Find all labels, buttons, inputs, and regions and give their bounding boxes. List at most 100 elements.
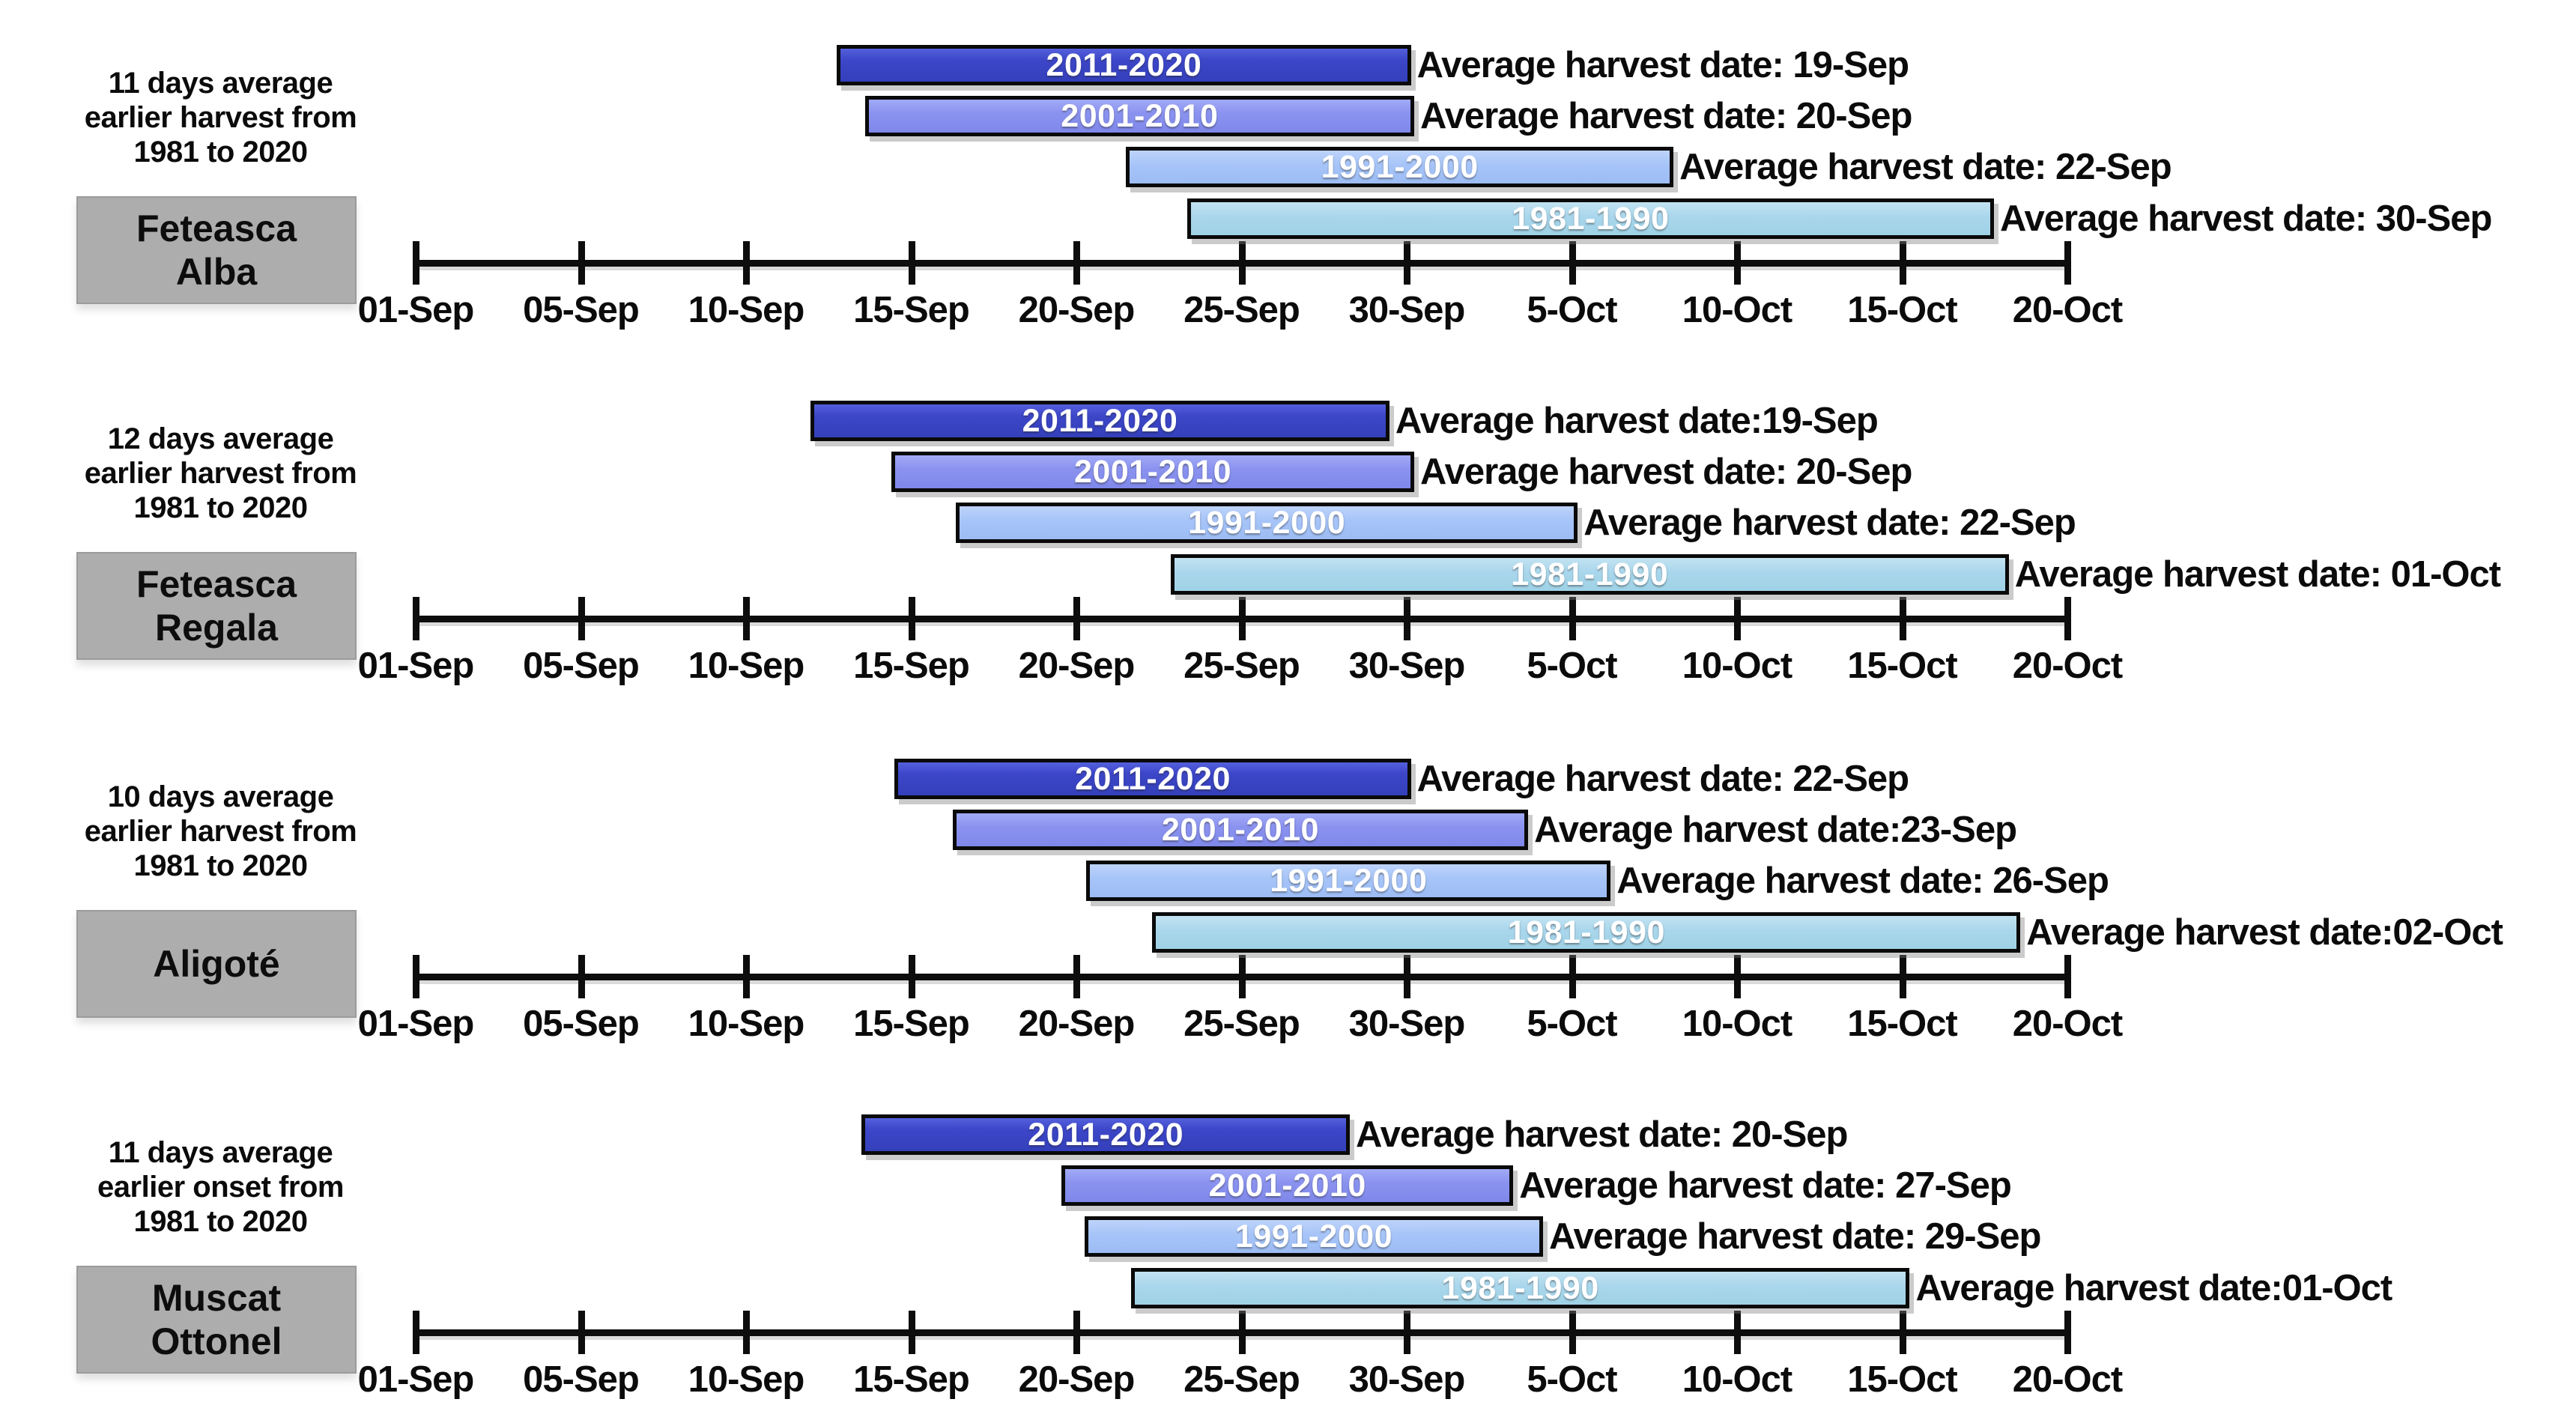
variety-name-line: Alba: [175, 251, 258, 293]
axis-tick-label: 15-Sep: [853, 290, 970, 330]
axis-tick-label: 10-Oct: [1682, 290, 1793, 330]
axis-tick: [1899, 1311, 1906, 1354]
axis-tick-label: 25-Sep: [1184, 1004, 1300, 1044]
decade-bar-1981-1990: 1981-1990: [1187, 198, 1994, 239]
average-harvest-date-label: Average harvest date: 22-Sep: [1416, 759, 1909, 799]
axis-tick: [743, 955, 750, 998]
decade-bar-1981-1990: 1981-1990: [1130, 1268, 1910, 1308]
axis-tick: [743, 1311, 750, 1354]
axis-tick-label: 25-Sep: [1184, 290, 1300, 330]
axis-tick: [1238, 1311, 1246, 1354]
panel-description: 11 days average earlier onset from 1981 …: [31, 1135, 410, 1239]
average-harvest-date-label: Average harvest date: 30-Sep: [1999, 198, 2492, 239]
axis-tick-label: 15-Sep: [853, 1359, 970, 1400]
decade-bar-label: 1981-1990: [1511, 556, 1669, 592]
variety-label-box: Feteasca Alba: [76, 196, 357, 304]
variety-name-line: Regala: [155, 607, 278, 649]
decade-bar-2001-2010: 2001-2010: [952, 810, 1529, 850]
decade-bar-1991-2000: 1991-2000: [1086, 861, 1611, 901]
description-line: earlier harvest from: [84, 457, 357, 490]
axis-tick-label: 10-Oct: [1682, 1004, 1793, 1044]
axis-tick: [1569, 597, 1576, 640]
axis-tick: [1238, 597, 1246, 640]
axis-tick: [1073, 597, 1080, 640]
decade-bar-label: 1991-2000: [1234, 1218, 1393, 1254]
decade-bar-2011-2020: 2011-2020: [837, 45, 1411, 85]
axis-tick: [578, 955, 585, 998]
panel-description: 11 days average earlier harvest from 198…: [31, 66, 410, 169]
average-harvest-date-label: Average harvest date: 22-Sep: [1584, 503, 2076, 543]
panel-description: 10 days average earlier harvest from 198…: [31, 780, 410, 883]
panel-feteasca-regala: 12 days average earlier harvest from 198…: [0, 356, 2576, 709]
axis-tick: [1238, 955, 1246, 998]
variety-name-line: Feteasca: [136, 563, 297, 605]
average-harvest-date-label: Average harvest date: 20-Sep: [1420, 452, 1912, 492]
variety-label-box: Muscat Ottonel: [76, 1266, 357, 1374]
axis-tick-label: 20-Sep: [1018, 290, 1136, 330]
axis-tick: [1404, 955, 1410, 998]
axis-tick: [1404, 597, 1410, 640]
axis-tick: [743, 241, 750, 285]
axis-tick-label: 05-Sep: [523, 1359, 640, 1400]
axis-tick-label: 5-Oct: [1527, 1359, 1617, 1400]
panel-aligote: 10 days average earlier harvest from 198…: [0, 714, 2576, 1067]
description-line: earlier onset from: [97, 1171, 344, 1204]
axis-tick: [1569, 955, 1576, 998]
axis-tick: [2064, 241, 2071, 285]
decade-bar-label: 1981-1990: [1512, 200, 1670, 237]
axis-tick: [2064, 955, 2071, 998]
axis-tick-label: 15-Oct: [1847, 1359, 1958, 1400]
axis-tick: [1073, 241, 1080, 285]
description-line: 1981 to 2020: [133, 491, 308, 524]
axis-tick-label: 20-Oct: [2012, 1004, 2124, 1044]
axis-tick: [1569, 1311, 1576, 1354]
decade-bar-1991-2000: 1991-2000: [956, 503, 1578, 543]
variety-label-box: Feteasca Regala: [76, 552, 357, 660]
axis-tick-label: 10-Oct: [1682, 1359, 1793, 1400]
axis-tick-label: 30-Sep: [1348, 1004, 1466, 1044]
axis-tick-label: 15-Oct: [1847, 1004, 1958, 1044]
average-harvest-date-label: Average harvest date: 01-Oct: [2014, 554, 2501, 595]
axis-tick: [1734, 241, 1741, 285]
axis-tick: [578, 597, 585, 640]
axis-tick-label: 01-Sep: [357, 290, 475, 330]
decade-bar-label: 1981-1990: [1441, 1269, 1599, 1306]
axis-tick: [413, 955, 419, 998]
axis-tick-label: 25-Sep: [1184, 1359, 1300, 1400]
decade-bar-2011-2020: 2011-2020: [861, 1114, 1350, 1155]
panel-description: 12 days average earlier harvest from 198…: [31, 422, 410, 525]
variety-name-line: Ottonel: [151, 1320, 282, 1362]
decade-bar-label: 2001-2010: [1208, 1167, 1366, 1204]
decade-bar-1991-2000: 1991-2000: [1126, 147, 1674, 187]
axis-tick-label: 01-Sep: [357, 1359, 475, 1400]
variety-name-line: Aligoté: [153, 943, 280, 985]
axis-tick-label: 05-Sep: [523, 290, 640, 330]
decade-bar-label: 2001-2010: [1161, 811, 1319, 848]
description-line: earlier harvest from: [84, 815, 357, 848]
decade-bar-1981-1990: 1981-1990: [1152, 912, 2021, 953]
decade-bar-1991-2000: 1991-2000: [1085, 1216, 1543, 1257]
axis-tick: [908, 597, 915, 640]
description-line: 1981 to 2020: [133, 136, 308, 169]
description-line: 11 days average: [108, 67, 333, 100]
axis-tick-label: 10-Sep: [688, 1359, 805, 1400]
decade-bar-label: 1991-2000: [1270, 862, 1428, 899]
decade-bar-label: 2011-2020: [1075, 760, 1231, 797]
variety-label-box: Aligoté: [76, 910, 357, 1018]
axis-tick-label: 10-Oct: [1682, 646, 1793, 686]
average-harvest-date-label: Average harvest date:01-Oct: [1915, 1268, 2393, 1308]
decade-bar-label: 1981-1990: [1507, 914, 1665, 950]
axis-tick: [1734, 1311, 1741, 1354]
decade-bar-2011-2020: 2011-2020: [810, 401, 1389, 441]
panel-muscat-ottonel: 11 days average earlier onset from 1981 …: [0, 1069, 2576, 1423]
average-harvest-date-label: Average harvest date: 20-Sep: [1420, 96, 1912, 136]
axis-tick-label: 30-Sep: [1348, 1359, 1466, 1400]
axis-tick-label: 5-Oct: [1527, 1004, 1617, 1044]
axis-tick: [578, 1311, 585, 1354]
axis-tick-label: 15-Oct: [1847, 290, 1958, 330]
decade-bar-label: 1991-2000: [1188, 504, 1346, 541]
axis-tick: [908, 1311, 915, 1354]
axis-tick: [1569, 241, 1576, 285]
decade-bar-1981-1990: 1981-1990: [1170, 554, 2009, 595]
description-line: earlier harvest from: [84, 101, 357, 134]
